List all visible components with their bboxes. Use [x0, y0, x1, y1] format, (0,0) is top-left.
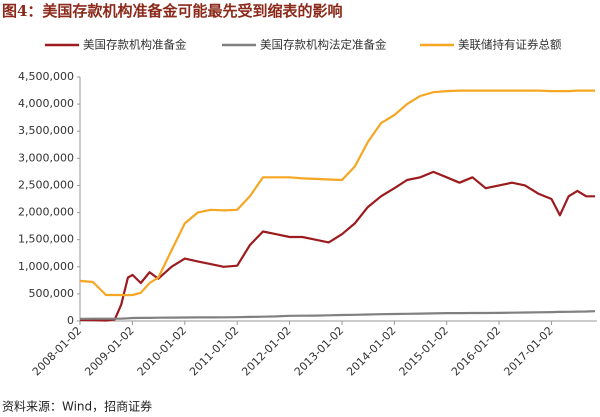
x-tick-label: 2009-01-02: [82, 324, 136, 378]
y-tick-label: 3,000,000: [18, 151, 74, 164]
y-tick-label: 2,500,000: [18, 178, 74, 191]
x-tick-label: 2011-01-02: [187, 324, 241, 378]
y-tick-label: 1,000,000: [18, 260, 74, 273]
series-line: [79, 89, 595, 297]
y-tick-label: 500,000: [29, 287, 75, 300]
legend-label: 美国存款机构准备金: [83, 38, 187, 52]
x-tick-label: 2016-01-02: [449, 324, 503, 378]
y-tick-label: 0: [67, 314, 74, 327]
legend-label: 美联储持有证券总额: [458, 38, 562, 52]
chart-title: 图4：美国存款机构准备金可能最先受到缩表的影响: [2, 2, 342, 20]
y-tick-label: 4,000,000: [18, 97, 74, 110]
x-tick-label: 2015-01-02: [397, 324, 451, 378]
series-line: [79, 310, 596, 320]
y-tick-label: 4,500,000: [18, 70, 74, 83]
x-tick-label: 2008-01-02: [30, 324, 84, 378]
x-tick-label: 2014-01-02: [344, 324, 398, 378]
x-tick-label: 2017-01-02: [501, 324, 555, 378]
legend-label: 美国存款机构法定准备金: [260, 38, 387, 52]
x-tick-label: 2012-01-02: [239, 324, 293, 378]
x-tick-label: 2010-01-02: [135, 324, 189, 378]
y-tick-label: 3,500,000: [18, 124, 74, 137]
y-tick-label: 1,500,000: [18, 233, 74, 246]
y-tick-label: 2,000,000: [18, 206, 74, 219]
series-line: [79, 170, 595, 322]
source-note: 资料来源：Wind，招商证券: [2, 399, 152, 414]
x-tick-label: 2013-01-02: [292, 324, 346, 378]
